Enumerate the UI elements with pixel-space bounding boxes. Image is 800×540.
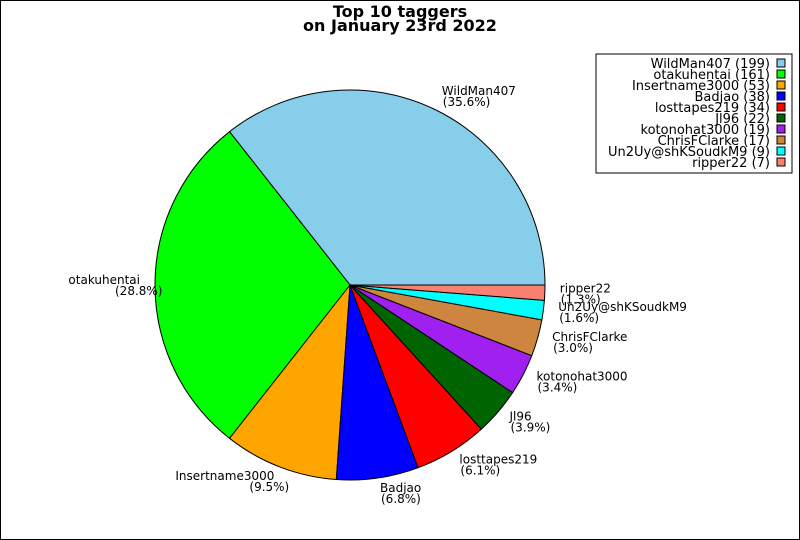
legend-swatch-5 bbox=[776, 113, 786, 123]
slice-percent-3: (6.8%) bbox=[381, 492, 421, 506]
slice-label-7: ChrisFClarke bbox=[552, 330, 627, 344]
legend-label-1: otakuhentai (161) bbox=[653, 68, 770, 83]
pie-slice-0 bbox=[228, 89, 546, 286]
slice-percent-4: (6.1%) bbox=[460, 463, 500, 477]
legend-label-5: Jl96 (22) bbox=[714, 112, 770, 127]
pie-slice-2 bbox=[228, 283, 351, 481]
slice-label-9: ripper22 bbox=[560, 281, 611, 295]
slice-label-8: Un2Uy@shKSoudkM9 bbox=[558, 300, 687, 314]
slice-label-2: Insertname3000 bbox=[175, 469, 274, 483]
slice-label-5: Jl96 bbox=[509, 410, 532, 424]
slice-percent-0: (35.6%) bbox=[443, 95, 490, 109]
legend-label-9: ripper22 (7) bbox=[692, 156, 770, 171]
legend-swatch-1 bbox=[776, 69, 786, 79]
legend: WildMan407 (199)otakuhentai (161)Insertn… bbox=[595, 53, 793, 174]
legend-label-6: kotonohat3000 (19) bbox=[641, 123, 770, 138]
legend-swatch-9 bbox=[776, 157, 786, 167]
slice-label-3: Badjao bbox=[380, 481, 421, 495]
slice-percent-2: (9.5%) bbox=[249, 480, 289, 494]
slice-percent-1: (28.8%) bbox=[115, 284, 162, 298]
legend-label-3: Badjao (38) bbox=[695, 90, 771, 105]
legend-label-2: Insertname3000 (53) bbox=[632, 79, 770, 94]
legend-label-7: ChrisFClarke (17) bbox=[658, 134, 770, 149]
legend-swatch-0 bbox=[776, 58, 786, 68]
slice-percent-5: (3.9%) bbox=[511, 421, 551, 435]
slice-percent-6: (3.4%) bbox=[538, 381, 578, 395]
pie-labels: WildMan407(35.6%) otakuhentai(28.8%) Inser… bbox=[68, 84, 687, 506]
slice-percent-8: (1.6%) bbox=[559, 311, 599, 325]
pie-slices bbox=[154, 89, 546, 481]
pie-slice-1 bbox=[154, 130, 351, 440]
legend-swatch-8 bbox=[776, 146, 786, 156]
legend-label-8: Un2Uy@shKSoudkM9 (9) bbox=[608, 145, 770, 160]
slice-label-6: kotonohat3000 bbox=[537, 370, 628, 384]
legend-label-4: losttapes219 (34) bbox=[655, 101, 770, 116]
slice-percent-7: (3.0%) bbox=[553, 341, 593, 355]
legend-swatch-6 bbox=[776, 124, 786, 134]
slice-percent-9: (1.3%) bbox=[561, 292, 601, 306]
pie-slice-9 bbox=[349, 284, 546, 301]
legend-swatch-3 bbox=[776, 91, 786, 101]
legend-label-0: WildMan407 (199) bbox=[651, 57, 770, 72]
slice-label-4: losttapes219 bbox=[459, 452, 537, 466]
legend-swatch-4 bbox=[776, 102, 786, 112]
legend-swatch-7 bbox=[776, 135, 786, 145]
slice-label-1: otakuhentai bbox=[68, 273, 140, 287]
chart-title-line-1: Top 10 taggers bbox=[333, 2, 467, 21]
slice-label-0: WildMan407 bbox=[442, 84, 516, 98]
chart-title-line-2: on January 23rd 2022 bbox=[303, 16, 497, 35]
legend-swatch-2 bbox=[776, 80, 786, 90]
legend-box bbox=[595, 53, 793, 174]
